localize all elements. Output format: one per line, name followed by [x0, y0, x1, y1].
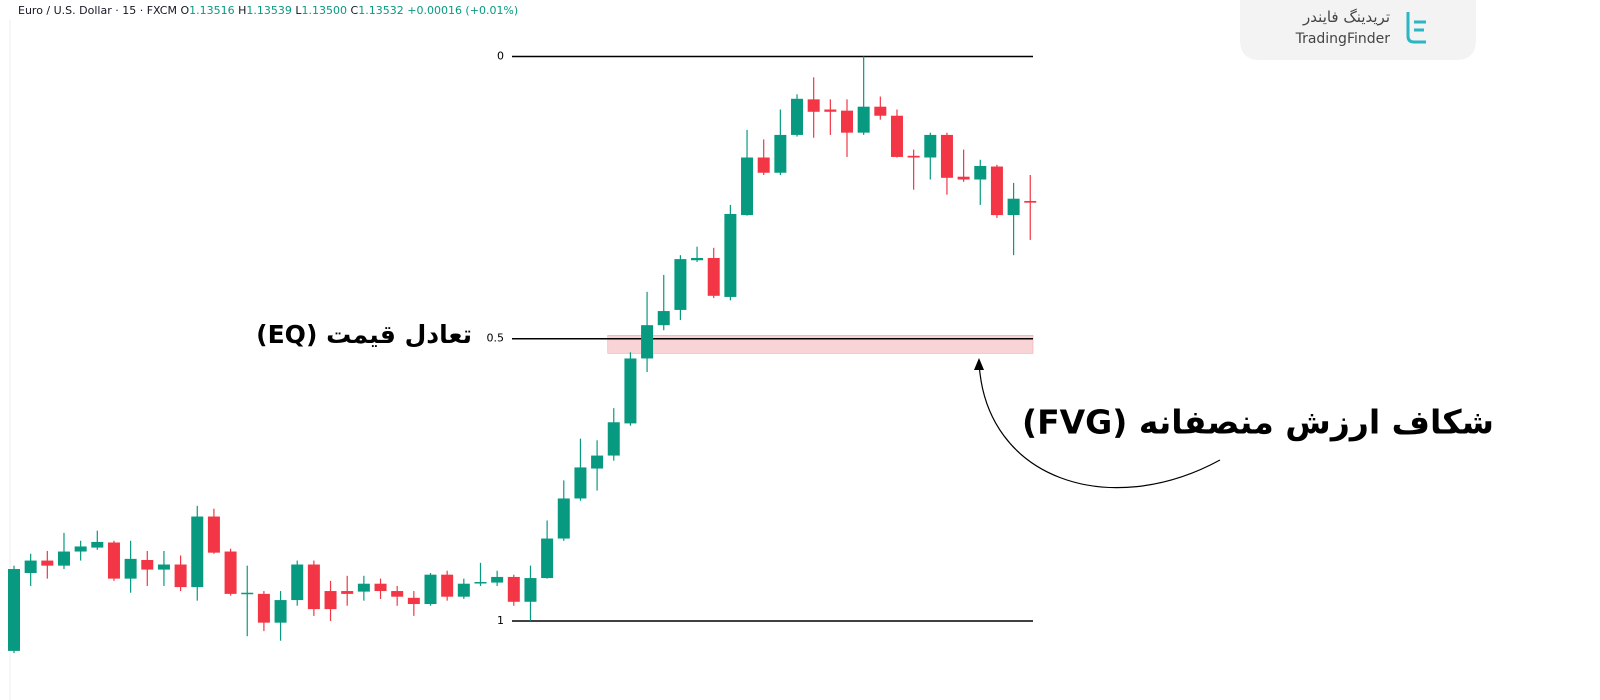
candle-body: [924, 134, 937, 158]
candle-body: [907, 155, 920, 158]
candle-body: [957, 176, 970, 180]
candle-body: [307, 564, 320, 610]
candle-body: [474, 582, 487, 584]
candle-body: [41, 560, 54, 566]
candle-body: [857, 106, 870, 133]
candle-body: [624, 358, 637, 424]
ohlc-label: O: [180, 4, 190, 17]
eq-annotation: تعادل قیمت (EQ): [256, 320, 472, 349]
arrow-head: [974, 358, 984, 370]
symbol: Euro / U.S. Dollar · 15 · FXCM: [18, 4, 177, 17]
candle-body: [574, 467, 587, 499]
fvg-annotation: شکاف ارزش منصفانه (FVG): [1022, 403, 1494, 442]
candle-body: [207, 516, 220, 553]
level-label: 0: [497, 49, 504, 62]
change: +0.00016 (+0.01%): [407, 4, 519, 17]
level-label: 0.5: [487, 332, 505, 345]
ohlc-value: 1.13516: [189, 4, 235, 17]
ohlc-value: 1.13539: [246, 4, 292, 17]
candle-body: [657, 311, 670, 326]
candle-body: [524, 578, 537, 602]
candle-body: [424, 574, 437, 605]
logo-icon: [1406, 12, 1426, 44]
candle-body: [707, 257, 720, 296]
candle-body: [407, 597, 420, 605]
candle-body: [774, 134, 787, 173]
candle-body: [374, 583, 387, 592]
candle-body: [457, 583, 470, 597]
candle-body: [174, 564, 187, 588]
candle-body: [491, 576, 504, 583]
candle-body: [257, 593, 270, 623]
candle-body: [24, 560, 37, 573]
candle-body: [890, 115, 903, 157]
candle-body: [791, 98, 804, 135]
candle-body: [824, 109, 837, 112]
candle-body: [940, 134, 953, 178]
candle-body: [391, 591, 404, 597]
candle-body: [724, 213, 737, 297]
ohlc: O1.13516 H1.13539 L1.13500 C1.13532: [180, 4, 403, 17]
logo-box: [1240, 0, 1476, 60]
candle-body: [224, 551, 237, 594]
candle-body: [57, 551, 70, 566]
candle-body: [607, 422, 620, 456]
candle-body: [741, 157, 754, 216]
candle-body: [874, 106, 887, 116]
candle-body: [8, 569, 20, 651]
candle-body: [324, 591, 337, 610]
fvg-zone: [607, 335, 1034, 354]
candle-body: [357, 583, 370, 592]
candle-body: [974, 165, 987, 180]
candle-body: [691, 257, 704, 261]
candle-body: [91, 541, 104, 548]
logo-en: TradingFinder: [1295, 31, 1391, 47]
candle-body: [74, 546, 87, 552]
logo-fa: تریدینگ فایندر: [1302, 8, 1390, 26]
candle-body: [291, 564, 304, 601]
candle-body: [557, 498, 570, 539]
candle-body: [507, 576, 520, 602]
arrow: [978, 361, 1221, 489]
candle-body: [157, 564, 170, 570]
level-label: 1: [497, 614, 504, 627]
candle-body: [241, 592, 254, 595]
candle-body: [124, 558, 137, 579]
candle-body: [990, 166, 1003, 216]
ohlc-value: 1.13532: [358, 4, 404, 17]
candle-body: [441, 574, 454, 597]
symbol-header: Euro / U.S. Dollar · 15 · FXCM O1.13516 …: [18, 4, 518, 17]
candle-body: [641, 325, 654, 359]
candle-body: [757, 157, 770, 173]
ohlc-label: C: [350, 4, 359, 17]
candle-body: [674, 259, 687, 310]
candle-body: [1024, 200, 1037, 203]
candle-body: [274, 600, 287, 623]
candle-body: [141, 560, 154, 570]
ohlc-label: H: [238, 4, 247, 17]
ohlc-label: L: [295, 4, 302, 17]
candle-body: [341, 591, 354, 594]
candle-body: [541, 538, 554, 579]
candle-body: [841, 110, 853, 133]
candle-body: [107, 542, 120, 579]
candle-body: [591, 455, 604, 469]
candle-body: [1007, 198, 1020, 216]
candle-body: [807, 99, 820, 112]
ohlc-value: 1.13500: [301, 4, 348, 17]
candle-body: [191, 516, 204, 588]
